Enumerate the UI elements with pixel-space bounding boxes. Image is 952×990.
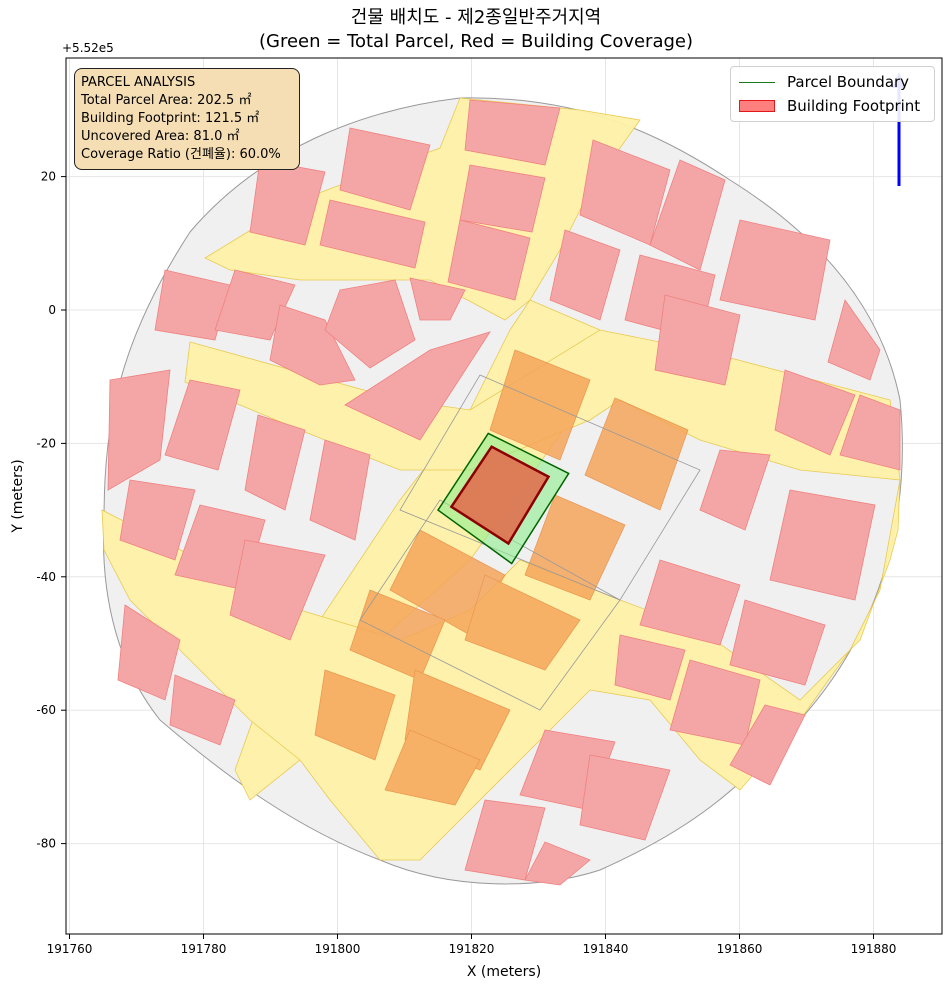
- neighbor-building: [729, 704, 806, 786]
- neighbor-building: [319, 199, 426, 269]
- title-line-2: (Green = Total Parcel, Red = Building Co…: [258, 31, 694, 52]
- analysis-total-area: Total Parcel Area: 202.5 ㎡: [81, 93, 252, 108]
- neighbor-building: [119, 479, 196, 561]
- adjacent-building: [384, 729, 481, 806]
- neighbor-building: [269, 304, 356, 386]
- neighbor-building: [324, 279, 416, 369]
- neighbor-building: [729, 599, 826, 686]
- neighbor-building: [309, 439, 371, 541]
- y-tick-label: -60: [36, 703, 56, 717]
- chart-title: 건물 배치도 - 제2종일반주거지역 (Green = Total Parcel…: [0, 6, 952, 54]
- neighbor-building: [117, 604, 181, 701]
- neighbor-building: [639, 559, 741, 646]
- adjacent-building: [524, 494, 626, 601]
- x-tick-label: 191780: [181, 942, 227, 956]
- legend-label-parcel: Parcel Boundary: [787, 73, 910, 91]
- neighbor-building: [839, 394, 901, 471]
- adjacent-parcels: [314, 349, 689, 806]
- legend-label-building: Building Footprint: [787, 97, 921, 115]
- neighbor-building: [409, 277, 466, 321]
- neighbor-building: [164, 379, 241, 471]
- neighbor-building: [524, 841, 591, 886]
- analysis-footprint: Building Footprint: 121.5 ㎡: [81, 111, 260, 126]
- title-line-1: 건물 배치도 - 제2종일반주거지역: [350, 7, 602, 28]
- neighbor-building: [719, 219, 831, 321]
- subject-building: [449, 445, 551, 546]
- neighbor-building: [169, 674, 236, 746]
- analysis-uncovered: Uncovered Area: 81.0 ㎡: [81, 129, 240, 144]
- neighbor-building: [579, 754, 671, 841]
- plot-frame: [65, 57, 943, 935]
- y-offset-label: +5.52e5: [62, 41, 114, 55]
- x-tick-label: 191760: [47, 942, 93, 956]
- neighbor-building: [774, 369, 856, 456]
- legend-patch-swatch: [739, 100, 775, 112]
- neighbor-building: [214, 269, 296, 341]
- neighbor-building: [344, 331, 491, 441]
- legend-item-parcel: Parcel Boundary: [739, 71, 909, 93]
- legend-item-building: Building Footprint: [739, 95, 920, 117]
- neighbor-buildings: [107, 99, 901, 886]
- neighbor-building: [249, 159, 326, 246]
- legend-line-swatch: [739, 81, 775, 83]
- map-layer: [101, 72, 906, 886]
- neighbor-building: [447, 219, 531, 301]
- parcel-analysis-box: PARCEL ANALYSIS Total Parcel Area: 202.5…: [74, 68, 300, 170]
- analysis-coverage-ratio: Coverage Ratio (건폐율): 60.0%: [81, 147, 281, 162]
- neighbor-building: [614, 634, 686, 701]
- neighbor-building: [549, 229, 621, 321]
- analysis-heading: PARCEL ANALYSIS: [81, 75, 196, 90]
- x-tick-label: 191880: [851, 942, 897, 956]
- neighbor-building: [464, 99, 561, 166]
- legend: Parcel Boundary Building Footprint: [730, 66, 935, 122]
- ticks: 191760 191780 191800 191820 191840 191860 1918…: [36, 170, 896, 956]
- y-tick-label: 0: [48, 303, 56, 317]
- neighbor-building: [154, 269, 231, 341]
- neighbor-building: [107, 369, 171, 491]
- y-axis-label: Y (meters): [10, 459, 26, 533]
- x-axis-label: X (meters): [467, 964, 541, 980]
- adjacent-building: [489, 349, 591, 461]
- neighbor-building: [654, 294, 741, 386]
- x-tick-label: 191840: [583, 942, 629, 956]
- adjacent-building: [314, 669, 396, 761]
- x-tick-label: 191800: [315, 942, 361, 956]
- neighbor-building: [699, 449, 771, 531]
- neighbor-building: [827, 299, 881, 381]
- y-tick-label: -40: [36, 570, 56, 584]
- adjacent-building: [584, 397, 689, 511]
- x-tick-label: 191820: [449, 942, 495, 956]
- y-tick-label: -20: [36, 436, 56, 450]
- y-tick-label: 20: [41, 170, 56, 184]
- neighbor-building: [244, 414, 306, 511]
- adjacent-building: [464, 574, 581, 671]
- central-block-outline: [359, 374, 701, 711]
- neighbor-building: [339, 127, 431, 211]
- y-tick-label: -80: [36, 837, 56, 851]
- neighbor-building: [229, 539, 326, 641]
- neighbor-building: [649, 159, 726, 271]
- neighbor-building: [769, 489, 876, 601]
- x-tick-label: 191860: [717, 942, 763, 956]
- neighbor-building: [459, 164, 546, 233]
